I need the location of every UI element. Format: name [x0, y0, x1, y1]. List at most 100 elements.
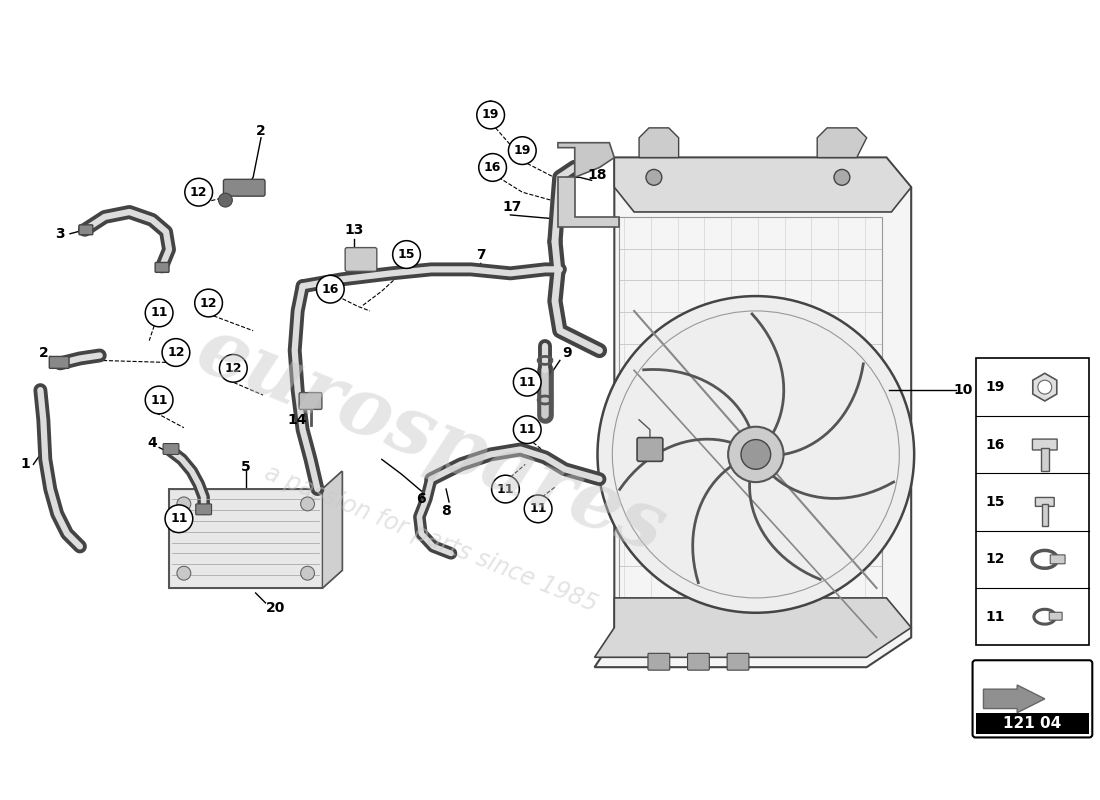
Text: 11: 11 [986, 610, 1005, 624]
Text: 9: 9 [562, 346, 572, 359]
Circle shape [514, 144, 527, 158]
FancyBboxPatch shape [163, 443, 179, 454]
Text: 8: 8 [441, 504, 451, 518]
Polygon shape [169, 471, 342, 588]
Polygon shape [614, 158, 911, 212]
FancyBboxPatch shape [1050, 555, 1065, 564]
Text: 18: 18 [587, 168, 607, 182]
Text: 2: 2 [256, 124, 266, 138]
Text: 2: 2 [39, 346, 48, 361]
Polygon shape [639, 128, 679, 158]
Circle shape [300, 497, 315, 511]
Text: 15: 15 [398, 248, 416, 261]
Text: 12: 12 [986, 552, 1005, 566]
Text: 12: 12 [167, 346, 185, 359]
Circle shape [177, 566, 190, 580]
Circle shape [476, 101, 505, 129]
Text: 12: 12 [200, 297, 218, 310]
Text: 11: 11 [497, 482, 514, 495]
Text: 5: 5 [241, 460, 251, 474]
Polygon shape [817, 128, 867, 158]
Text: 19: 19 [986, 380, 1004, 394]
FancyBboxPatch shape [1049, 612, 1063, 620]
Polygon shape [510, 138, 530, 162]
Text: 7: 7 [476, 247, 485, 262]
FancyBboxPatch shape [727, 654, 749, 670]
Circle shape [597, 296, 914, 613]
Text: 16: 16 [484, 161, 502, 174]
Text: 11: 11 [518, 423, 536, 436]
Text: 1: 1 [21, 458, 31, 471]
Circle shape [162, 338, 190, 366]
FancyBboxPatch shape [637, 438, 663, 462]
Circle shape [741, 439, 771, 470]
Text: 4: 4 [147, 435, 157, 450]
Text: 3: 3 [55, 226, 65, 241]
Circle shape [393, 241, 420, 268]
Text: 20: 20 [266, 601, 285, 615]
Circle shape [177, 497, 190, 511]
FancyBboxPatch shape [50, 357, 69, 368]
Text: 15: 15 [986, 495, 1005, 509]
FancyBboxPatch shape [345, 248, 377, 271]
Circle shape [1038, 380, 1052, 394]
Polygon shape [322, 471, 342, 588]
Text: 17: 17 [503, 200, 522, 214]
FancyBboxPatch shape [223, 179, 265, 196]
FancyBboxPatch shape [1035, 498, 1054, 506]
Circle shape [514, 416, 541, 443]
Polygon shape [983, 685, 1045, 713]
Circle shape [728, 426, 783, 482]
Text: 10: 10 [953, 383, 972, 397]
Circle shape [219, 193, 232, 207]
FancyBboxPatch shape [688, 654, 710, 670]
FancyBboxPatch shape [648, 654, 670, 670]
Circle shape [514, 368, 541, 396]
Text: 12: 12 [190, 186, 208, 198]
FancyBboxPatch shape [79, 225, 92, 234]
Circle shape [185, 178, 212, 206]
Text: 11: 11 [518, 376, 536, 389]
Polygon shape [594, 598, 911, 658]
Circle shape [195, 289, 222, 317]
Circle shape [300, 566, 315, 580]
Text: 11: 11 [529, 502, 547, 515]
Text: 6: 6 [417, 492, 426, 506]
FancyBboxPatch shape [976, 713, 1089, 734]
Text: 11: 11 [151, 394, 168, 406]
FancyBboxPatch shape [1042, 504, 1048, 526]
Text: 11: 11 [170, 512, 188, 526]
Text: 19: 19 [482, 109, 499, 122]
Circle shape [492, 475, 519, 503]
Text: 19: 19 [514, 144, 531, 157]
Polygon shape [481, 101, 500, 125]
FancyBboxPatch shape [976, 358, 1089, 646]
Text: 14: 14 [288, 413, 307, 426]
FancyBboxPatch shape [196, 504, 211, 514]
Circle shape [478, 154, 506, 182]
FancyBboxPatch shape [972, 660, 1092, 738]
Circle shape [646, 170, 662, 186]
FancyBboxPatch shape [1033, 439, 1057, 450]
Text: eurospares: eurospares [186, 310, 676, 569]
Circle shape [317, 275, 344, 303]
Text: 16: 16 [986, 438, 1004, 451]
FancyBboxPatch shape [1041, 447, 1048, 471]
FancyBboxPatch shape [155, 262, 169, 272]
Circle shape [220, 354, 248, 382]
Circle shape [834, 170, 850, 186]
Circle shape [145, 299, 173, 326]
Circle shape [484, 106, 497, 120]
Text: 121 04: 121 04 [1003, 716, 1062, 731]
Text: 16: 16 [321, 282, 339, 296]
Circle shape [165, 505, 192, 533]
Polygon shape [558, 178, 619, 227]
Polygon shape [594, 158, 911, 667]
Text: a passion for parts since 1985: a passion for parts since 1985 [262, 461, 602, 617]
Polygon shape [558, 142, 614, 178]
Circle shape [525, 495, 552, 522]
FancyBboxPatch shape [299, 393, 322, 410]
Text: 12: 12 [224, 362, 242, 375]
Circle shape [145, 386, 173, 414]
Text: 13: 13 [344, 222, 364, 237]
